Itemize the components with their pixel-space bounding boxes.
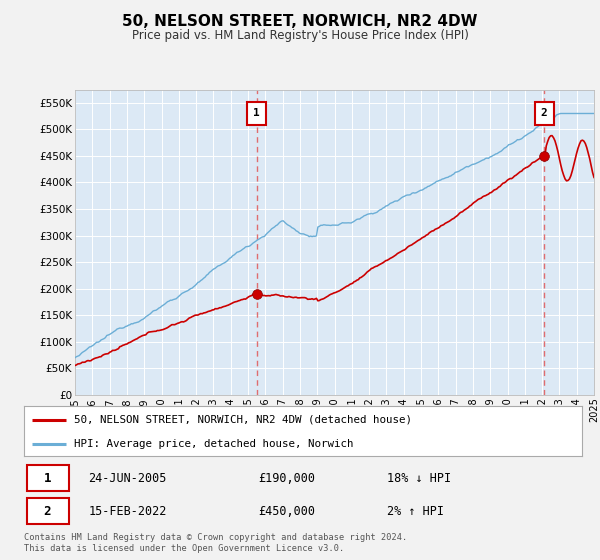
FancyBboxPatch shape xyxy=(535,102,554,125)
Text: 1: 1 xyxy=(44,472,51,484)
FancyBboxPatch shape xyxy=(247,102,266,125)
Text: 50, NELSON STREET, NORWICH, NR2 4DW (detached house): 50, NELSON STREET, NORWICH, NR2 4DW (det… xyxy=(74,414,412,424)
Text: 2: 2 xyxy=(541,109,548,119)
Text: 15-FEB-2022: 15-FEB-2022 xyxy=(88,505,167,517)
Text: £450,000: £450,000 xyxy=(259,505,316,517)
Text: 18% ↓ HPI: 18% ↓ HPI xyxy=(387,472,451,484)
Text: Price paid vs. HM Land Registry's House Price Index (HPI): Price paid vs. HM Land Registry's House … xyxy=(131,29,469,42)
Text: 24-JUN-2005: 24-JUN-2005 xyxy=(88,472,167,484)
Text: 1: 1 xyxy=(253,109,260,119)
Text: 2: 2 xyxy=(44,505,51,517)
Text: HPI: Average price, detached house, Norwich: HPI: Average price, detached house, Norw… xyxy=(74,439,354,449)
Text: 2% ↑ HPI: 2% ↑ HPI xyxy=(387,505,444,517)
FancyBboxPatch shape xyxy=(27,498,68,524)
Text: 50, NELSON STREET, NORWICH, NR2 4DW: 50, NELSON STREET, NORWICH, NR2 4DW xyxy=(122,14,478,29)
Text: £190,000: £190,000 xyxy=(259,472,316,484)
FancyBboxPatch shape xyxy=(27,465,68,491)
Text: Contains HM Land Registry data © Crown copyright and database right 2024.
This d: Contains HM Land Registry data © Crown c… xyxy=(24,533,407,553)
